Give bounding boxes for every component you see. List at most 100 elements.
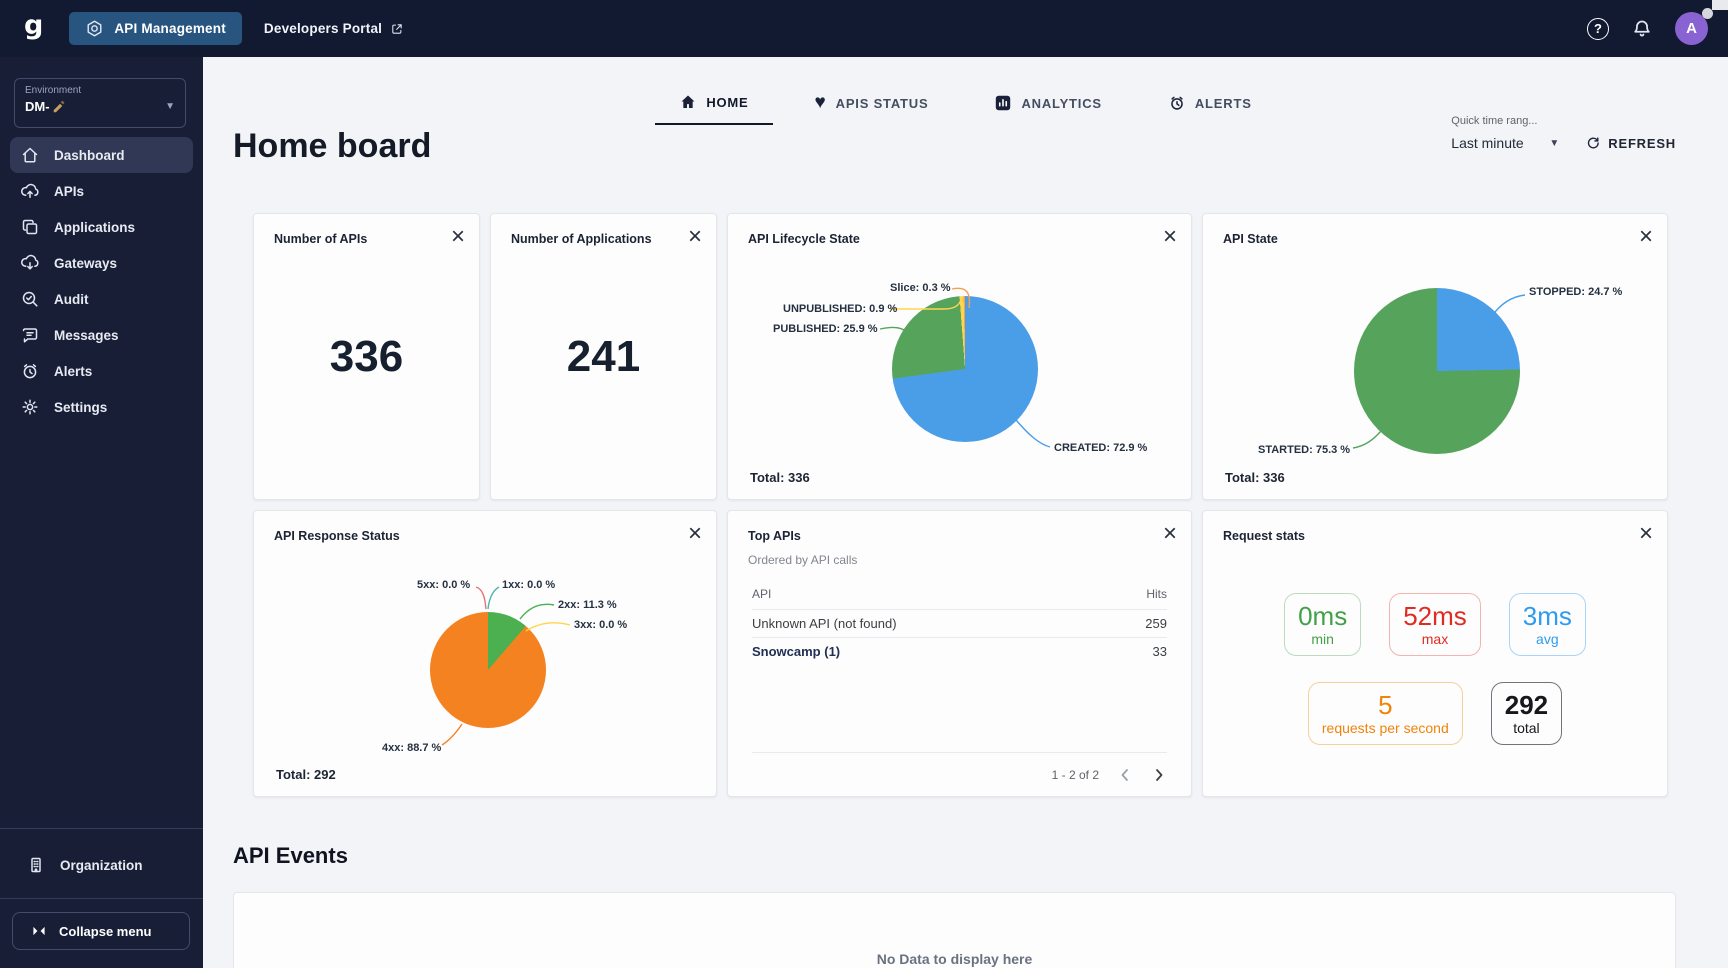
sidebar-item-label: Gateways xyxy=(54,255,118,271)
stat-min: 0ms min xyxy=(1284,593,1362,656)
sidebar-item-organization[interactable]: Organization xyxy=(0,847,203,883)
state-pie-chart[interactable] xyxy=(1354,288,1520,454)
chevron-right-icon[interactable] xyxy=(1151,767,1167,783)
card-subtitle: Ordered by API calls xyxy=(748,553,858,567)
alarm-clock-icon xyxy=(1171,96,1183,110)
chevron-down-icon: ▼ xyxy=(165,101,175,112)
environment-label: Environment xyxy=(25,85,82,96)
notifications-bell-icon[interactable] xyxy=(1631,18,1653,40)
chevron-left-icon[interactable] xyxy=(1117,767,1133,783)
pie-callout: Slice: 0.3 % xyxy=(890,282,951,294)
alarm-clock-icon xyxy=(23,364,37,379)
card-number-of-applications: Number of Applications × 241 xyxy=(490,213,717,500)
api-events-title: API Events xyxy=(233,843,348,868)
cloud-upload-icon xyxy=(21,183,39,198)
stat-max: 52ms max xyxy=(1389,593,1481,656)
tab-apis-status[interactable]: ♥ APIS STATUS xyxy=(791,85,953,125)
sidebar-item-dashboard[interactable]: Dashboard xyxy=(10,137,193,173)
table-row[interactable]: Unknown API (not found) 259 xyxy=(752,610,1167,638)
search-check-icon xyxy=(22,291,38,307)
api-hits: 33 xyxy=(1152,644,1167,659)
developers-portal-label: Developers Portal xyxy=(263,21,383,36)
sidebar-item-label: Settings xyxy=(54,399,108,415)
help-icon[interactable]: ? xyxy=(1587,17,1609,40)
sidebar-item-gateways[interactable]: Gateways xyxy=(0,245,203,281)
pie-callout: UNPUBLISHED: 0.9 % xyxy=(783,303,898,315)
applications-count-value: 241 xyxy=(566,331,641,381)
close-icon[interactable]: × xyxy=(1162,520,1177,547)
pie-total: Total: 336 xyxy=(750,470,810,485)
card-title: Number of Applications xyxy=(511,232,652,246)
pencil-icon xyxy=(53,100,65,112)
home-icon xyxy=(681,95,695,108)
stat-total: 292 total xyxy=(1490,682,1563,745)
pie-total: Total: 292 xyxy=(276,767,336,782)
pie-callout: 3xx: 0.0 % xyxy=(574,619,628,631)
refresh-button[interactable]: REFRESH xyxy=(1585,135,1676,151)
avatar-status-dot xyxy=(1702,8,1713,19)
card-title: API Lifecycle State xyxy=(748,232,860,246)
api-management-button[interactable]: API Management xyxy=(69,12,242,45)
hexagon-gear-icon xyxy=(87,20,102,37)
sidebar-item-label: Organization xyxy=(60,857,143,873)
close-icon[interactable]: × xyxy=(1638,520,1653,547)
lifecycle-pie-chart[interactable] xyxy=(892,296,1038,442)
pie-callout: PUBLISHED: 25.9 % xyxy=(773,323,878,335)
tab-analytics[interactable]: ANALYTICS xyxy=(970,85,1125,125)
developers-portal-link[interactable]: Developers Portal xyxy=(264,21,404,36)
dashboard-tabs: HOME ♥ APIS STATUS ANALYTICS ALERTS xyxy=(203,85,1728,125)
sidebar-item-applications[interactable]: Applications xyxy=(0,209,203,245)
card-api-lifecycle-state: API Lifecycle State × Slice: 0.3 % UNPUB… xyxy=(727,213,1192,500)
external-link-icon xyxy=(392,23,402,34)
column-header-hits: Hits xyxy=(1146,587,1167,601)
close-icon[interactable]: × xyxy=(687,223,702,250)
collapse-icon xyxy=(33,926,45,936)
close-icon[interactable]: × xyxy=(1638,223,1653,250)
close-icon[interactable]: × xyxy=(1162,223,1177,250)
tab-alerts[interactable]: ALERTS xyxy=(1144,85,1276,125)
collapse-menu-button[interactable]: Collapse menu xyxy=(12,912,190,950)
chat-bubble-icon xyxy=(22,328,38,343)
sidebar-divider xyxy=(0,898,203,899)
top-apis-table: API Hits Unknown API (not found) 259 Sno… xyxy=(752,581,1167,665)
pie-total: Total: 336 xyxy=(1225,470,1285,485)
sidebar-item-settings[interactable]: Settings xyxy=(0,389,203,425)
table-row[interactable]: Snowcamp (1) 33 xyxy=(752,638,1167,665)
column-header-api: API xyxy=(752,587,772,601)
sidebar-item-alerts[interactable]: Alerts xyxy=(0,353,203,389)
stat-avg: 3ms avg xyxy=(1508,593,1586,656)
pie-callout: 1xx: 0.0 % xyxy=(502,579,556,591)
apis-count-value: 336 xyxy=(329,331,404,381)
topbar: g API Management Developers Portal ? A xyxy=(0,0,1728,57)
time-range-select[interactable]: Last minute ▼ xyxy=(1451,135,1560,151)
refresh-label: REFRESH xyxy=(1608,135,1676,151)
close-icon[interactable]: × xyxy=(687,520,702,547)
sidebar-item-apis[interactable]: APIs xyxy=(0,173,203,209)
user-avatar[interactable]: A xyxy=(1675,8,1713,45)
gravitee-logo: g xyxy=(24,10,44,41)
card-title: Request stats xyxy=(1223,529,1305,543)
sidebar-item-messages[interactable]: Messages xyxy=(0,317,203,353)
sidebar-item-label: Audit xyxy=(54,291,89,307)
card-api-state: API State × STOPPED: 24.7 % STARTED: 75.… xyxy=(1202,213,1668,500)
home-icon xyxy=(22,147,38,163)
card-api-response-status: API Response Status × 5xx: 0.0 % 1xx: 0.… xyxy=(253,510,717,797)
api-hits: 259 xyxy=(1145,616,1167,631)
pagination: 1 - 2 of 2 xyxy=(752,752,1167,796)
pie-callout: 4xx: 88.7 % xyxy=(382,742,442,754)
gear-icon xyxy=(22,399,38,415)
close-icon[interactable]: × xyxy=(450,223,465,250)
sidebar-menu: Dashboard APIs Applications Gateways xyxy=(0,137,203,425)
stat-requests-per-second: 5 requests per second xyxy=(1307,682,1463,745)
response-pie-chart[interactable] xyxy=(430,612,546,728)
tab-label: APIS STATUS xyxy=(835,95,929,111)
environment-select[interactable]: Environment DM- ▼ xyxy=(14,78,186,128)
request-stats-boxes: 0ms min 52ms max 3ms avg 5 reque xyxy=(1203,593,1667,745)
tab-home[interactable]: HOME xyxy=(655,85,773,125)
card-number-of-apis: Number of APIs × 336 xyxy=(253,213,480,500)
main-content: HOME ♥ APIS STATUS ANALYTICS ALERTS Home… xyxy=(203,57,1728,968)
tab-label: HOME xyxy=(706,94,749,110)
pie-callout: STOPPED: 24.7 % xyxy=(1529,286,1623,298)
api-name: Unknown API (not found) xyxy=(752,616,897,631)
sidebar-item-audit[interactable]: Audit xyxy=(0,281,203,317)
